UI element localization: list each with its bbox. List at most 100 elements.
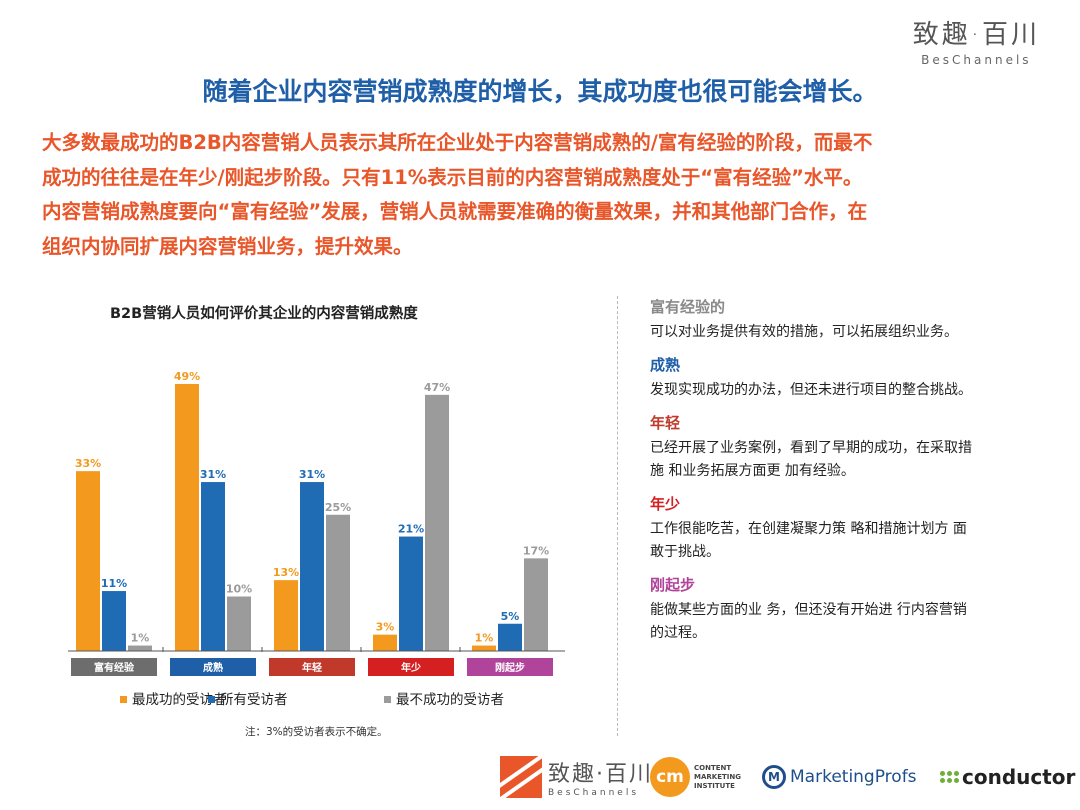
category-label-box <box>170 658 256 676</box>
stage-desc: 工作很能吃苦，在创建凝聚力策 略和措施计划方 面 敢于挑战。 <box>650 518 1050 564</box>
bar <box>102 591 126 651</box>
bar <box>373 634 397 651</box>
bar <box>425 394 449 651</box>
bar <box>76 471 100 651</box>
bar <box>472 645 496 651</box>
cmi-logo: cm CONTENT MARKETING INSTITUTE <box>650 752 741 802</box>
data-label: 17% <box>523 544 549 557</box>
beschannels-logo: 致趣·百川 BesChannels <box>913 14 1040 67</box>
stage-desc: 可以对业务提供有效的措施，可以拓展组织业务。 <box>650 321 1050 344</box>
bar <box>128 645 152 651</box>
divider <box>617 296 618 736</box>
conductor-text: conductor <box>962 765 1076 789</box>
category-label-box <box>269 658 355 676</box>
chart-note: 注：3%的受访者表示不确定。 <box>245 726 388 738</box>
stage-desc-line: 已经开展了业务案例，看到了早期的成功，在采取措 <box>650 440 972 456</box>
legend-swatch <box>384 696 391 703</box>
category-label: 刚起步 <box>495 661 525 674</box>
data-label: 11% <box>101 577 127 590</box>
bes-en: BesChannels <box>548 788 640 798</box>
stage-item-mature: 成熟 发现实现成功的办法，但还未进行项目的整合挑战。 <box>650 354 1050 402</box>
stage-desc-line: 能做某些方面的业 务，但还没有开始进 行内容营销 <box>650 602 967 618</box>
data-label: 13% <box>273 566 299 579</box>
legend-label: 所有受访者 <box>220 692 288 708</box>
cmi-line: CONTENT <box>694 763 732 772</box>
category-label: 成熟 <box>203 661 223 674</box>
data-label: 33% <box>75 457 101 470</box>
stage-item-young: 年轻 已经开展了业务案例，看到了早期的成功，在采取措 施 和业务拓展方面更 加有… <box>650 412 1050 483</box>
bar <box>201 482 225 651</box>
cmi-text: CONTENT MARKETING INSTITUTE <box>694 764 741 791</box>
bar <box>498 623 522 651</box>
legend-label: 最成功的受访者 <box>132 692 227 708</box>
stage-title: 年轻 <box>650 414 681 432</box>
stage-item-experienced: 富有经验的 可以对业务提供有效的措施，可以拓展组织业务。 <box>650 296 1050 344</box>
conductor-logo: conductor <box>940 752 1075 802</box>
logo-cn: 致趣·百川 <box>912 20 1040 50</box>
stage-desc: 能做某些方面的业 务，但还没有开始进 行内容营销 的过程。 <box>650 599 1050 645</box>
stage-item-adolescent: 年少 工作很能吃苦，在创建凝聚力策 略和措施计划方 面 敢于挑战。 <box>650 493 1050 564</box>
data-label: 3% <box>376 621 395 634</box>
bes-cn: 致趣·百川 <box>548 762 653 787</box>
category-label-box <box>368 658 454 676</box>
stage-desc-line: 发现实现成功的办法，但还未进行项目的整合挑战。 <box>650 382 972 398</box>
intro-line: 内容营销成熟度要向“富有经验”发展，营销人员就需要准确的衡量效果，并和其他部门合… <box>42 200 868 223</box>
bar <box>300 482 324 651</box>
intro-text: 大多数最成功的B2B内容营销人员表示其所在企业处于内容营销成熟的/富有经验的阶段… <box>42 126 1052 264</box>
stage-title: 成熟 <box>650 356 681 374</box>
category-label-box <box>71 658 157 676</box>
stage-descriptions: 富有经验的 可以对业务提供有效的措施，可以拓展组织业务。 成熟 发现实现成功的办… <box>650 296 1050 655</box>
cmi-line: MARKETING <box>694 772 741 781</box>
stage-title: 年少 <box>650 495 681 513</box>
stage-desc-line: 可以对业务提供有效的措施，可以拓展组织业务。 <box>650 324 958 340</box>
bar <box>274 580 298 651</box>
stage-desc: 已经开展了业务案例，看到了早期的成功，在采取措 施 和业务拓展方面更 加有经验。 <box>650 437 1050 483</box>
beschannels-footer-text: 致趣·百川 BesChannels <box>548 756 653 798</box>
data-label: 1% <box>131 632 150 645</box>
chart-title: B2B营销人员如何评价其企业的内容营销成熟度 <box>110 306 418 322</box>
data-label: 47% <box>424 381 450 394</box>
stage-title: 富有经验的 <box>650 298 726 316</box>
bar <box>326 514 350 651</box>
data-label: 31% <box>200 468 226 481</box>
stage-title: 刚起步 <box>650 576 696 594</box>
marketingprofs-logo: M MarketingProfs <box>762 752 917 802</box>
stage-desc-line: 的过程。 <box>650 625 706 641</box>
stage-desc-line: 工作很能吃苦，在创建凝聚力策 略和措施计划方 面 <box>650 521 967 537</box>
beschannels-footer-logo: 致趣·百川 BesChannels <box>500 752 653 802</box>
intro-line: 成功的往往是在年少/刚起步阶段。只有11%表示目前的内容营销成熟度处于“富有经验… <box>42 165 863 189</box>
data-label: 25% <box>325 501 351 514</box>
cmi-line: INSTITUTE <box>694 781 735 790</box>
data-label: 5% <box>501 610 520 623</box>
legend-label: 最不成功的受访者 <box>396 692 504 708</box>
category-label: 年轻 <box>302 661 322 674</box>
bar <box>175 383 199 651</box>
beschannels-mark-icon <box>500 756 542 798</box>
data-label: 21% <box>398 523 424 536</box>
legend-swatch <box>208 696 215 703</box>
data-label: 1% <box>475 632 494 645</box>
category-label: 年少 <box>401 661 421 674</box>
bar <box>227 596 251 651</box>
logo-en: BesChannels <box>921 53 1032 67</box>
category-label: 富有经验 <box>94 661 135 674</box>
data-label: 31% <box>299 468 325 481</box>
marketingprofs-mark-icon: M <box>762 765 786 789</box>
data-label: 10% <box>226 583 252 596</box>
cmi-mark-icon: cm <box>650 757 690 797</box>
data-label: 49% <box>174 370 200 383</box>
stage-desc-line: 施 和业务拓展方面更 加有经验。 <box>650 463 855 479</box>
bar <box>524 558 548 651</box>
conductor-dots-icon <box>940 771 959 783</box>
maturity-bar-chart: 33% 11% 1% 富有经验 49% 31% 10% 成熟 13% 31% 25% 年轻 3% 21% 4… <box>68 370 565 708</box>
stage-desc-line: 敢于挑战。 <box>650 544 720 560</box>
category-label-box <box>467 658 553 676</box>
intro-line: 大多数最成功的B2B内容营销人员表示其所在企业处于内容营销成熟的/富有经验的阶段… <box>42 131 873 154</box>
intro-line: 组织内协同扩展内容营销业务，提升效果。 <box>42 234 413 258</box>
marketingprofs-text: MarketingProfs <box>790 767 917 787</box>
bar <box>399 536 423 651</box>
page-headline: 随着企业内容营销成熟度的增长，其成功度也很可能会增长。 <box>202 77 878 106</box>
legend-swatch <box>120 696 127 703</box>
stage-desc: 发现实现成功的办法，但还未进行项目的整合挑战。 <box>650 379 1050 402</box>
stage-item-first-steps: 刚起步 能做某些方面的业 务，但还没有开始进 行内容营销 的过程。 <box>650 574 1050 645</box>
